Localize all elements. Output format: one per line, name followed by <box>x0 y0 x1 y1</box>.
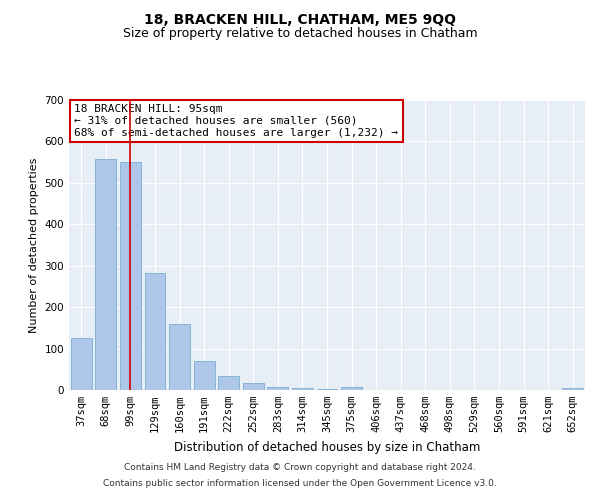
Text: Contains public sector information licensed under the Open Government Licence v3: Contains public sector information licen… <box>103 478 497 488</box>
Bar <box>317 389 337 390</box>
Text: Size of property relative to detached houses in Chatham: Size of property relative to detached ho… <box>122 28 478 40</box>
Text: 18, BRACKEN HILL, CHATHAM, ME5 9QQ: 18, BRACKEN HILL, CHATHAM, ME5 9QQ <box>144 12 456 26</box>
Bar <box>292 388 313 390</box>
Bar <box>95 159 116 390</box>
Y-axis label: Number of detached properties: Number of detached properties <box>29 158 39 332</box>
Bar <box>71 338 92 390</box>
Bar <box>218 376 239 390</box>
Bar <box>243 382 264 390</box>
Bar <box>145 273 166 390</box>
Bar <box>562 388 583 390</box>
Bar <box>120 162 141 390</box>
Text: 18 BRACKEN HILL: 95sqm
← 31% of detached houses are smaller (560)
68% of semi-de: 18 BRACKEN HILL: 95sqm ← 31% of detached… <box>74 104 398 138</box>
Bar <box>268 386 289 390</box>
Bar <box>169 324 190 390</box>
Text: Contains HM Land Registry data © Crown copyright and database right 2024.: Contains HM Land Registry data © Crown c… <box>124 464 476 472</box>
Bar <box>194 361 215 390</box>
Bar <box>341 386 362 390</box>
X-axis label: Distribution of detached houses by size in Chatham: Distribution of detached houses by size … <box>174 440 480 454</box>
